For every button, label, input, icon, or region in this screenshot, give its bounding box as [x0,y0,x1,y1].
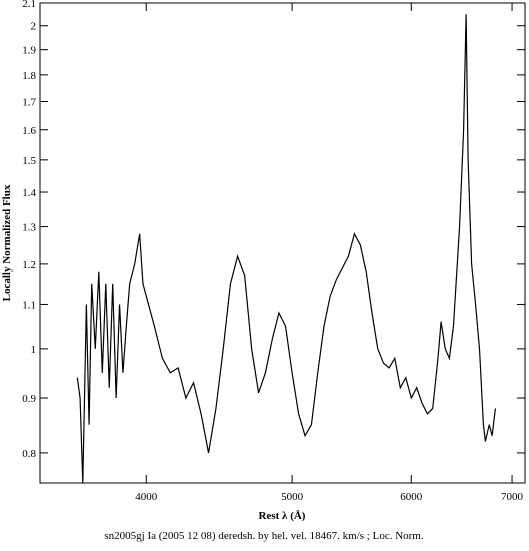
y-tick-label: 2 [31,21,37,33]
y-tick-label: 1.1 [22,299,36,311]
x-axis-label: Rest λ (Å) [259,510,306,522]
y-tick-label: 1.7 [22,97,36,109]
y-tick-label: 1.3 [22,222,36,234]
x-tick-label: 4000 [135,491,158,503]
y-tick-label: 1.6 [22,125,36,137]
x-tick-label: 6000 [400,491,423,503]
y-tick-label: 1 [31,344,37,356]
y-tick-label: 1.8 [22,70,36,82]
y-tick-label: 1.4 [22,187,36,199]
spectrum-line [76,14,497,483]
x-tick-label: 5000 [281,491,304,503]
y-tick-label: 1.9 [22,45,36,57]
plot-frame [39,2,526,484]
y-tick-label: 1.5 [22,155,36,167]
y-tick-label: 0.9 [22,393,36,405]
y-tick-label: 2.1 [22,0,36,10]
y-axis-label: Locally Normalized Flux [1,184,13,301]
x-tick-label: 7000 [501,491,524,503]
y-tick-label: 0.8 [22,448,36,460]
caption: sn2005gj Ia (2005 12 08) deredsh. by hel… [104,530,424,542]
y-tick-label: 1.2 [22,259,36,271]
